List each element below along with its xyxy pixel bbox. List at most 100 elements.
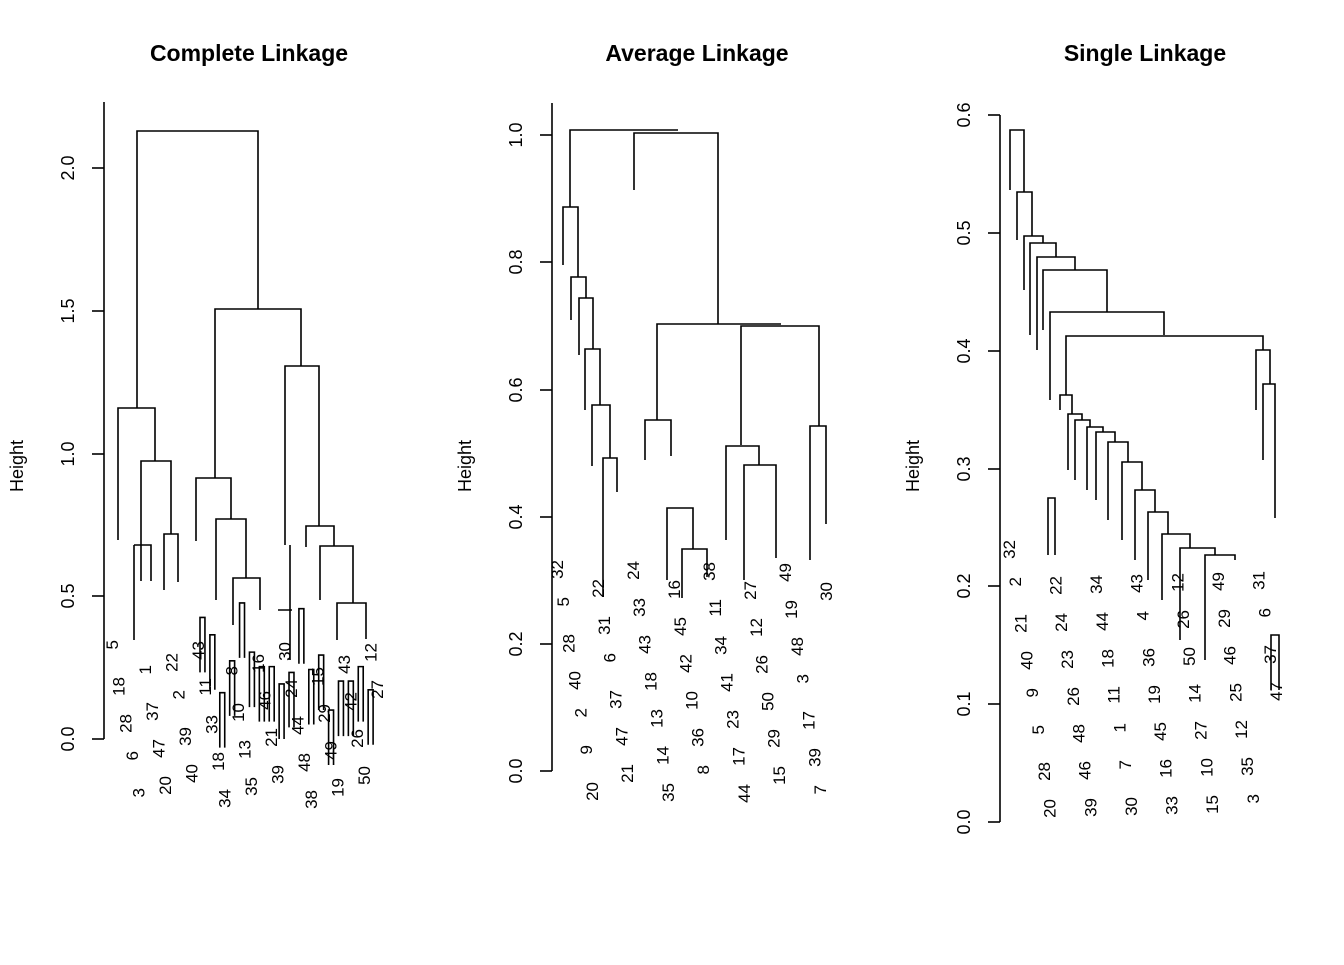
y-tick-label: 0.5 <box>58 583 78 608</box>
merge-link <box>199 616 206 673</box>
leaf-label: 32 <box>548 560 567 579</box>
leaf-label: 6 <box>123 751 142 760</box>
leaf-label: 48 <box>788 637 807 656</box>
merge-link <box>578 297 594 355</box>
merge-link <box>215 518 247 600</box>
y-tick-label: 0.6 <box>954 102 974 127</box>
leaf-label: 5 <box>554 597 573 606</box>
merge-link <box>1029 242 1057 335</box>
y-tick-label: 0.0 <box>58 726 78 751</box>
leaf-label: 10 <box>229 703 248 722</box>
leaf-label: 48 <box>295 753 314 772</box>
leaf-label: 33 <box>202 715 221 734</box>
merge-link <box>1023 235 1044 290</box>
leaf-label: 34 <box>712 636 731 655</box>
leaf-label: 49 <box>322 741 341 760</box>
leaf-label: 27 <box>741 581 760 600</box>
leaf-label: 30 <box>1122 797 1141 816</box>
y-axis-average: 0.0 0.2 0.4 0.6 0.8 1.0 <box>506 103 553 784</box>
merge-link <box>117 407 156 483</box>
merge-link <box>209 633 216 690</box>
leaf-label: 19 <box>1145 685 1164 704</box>
y-tick-label: 1.0 <box>506 122 526 147</box>
merges-complete <box>199 602 374 766</box>
leaf-label: 49 <box>776 563 795 582</box>
leaf-label: 2 <box>1006 577 1025 586</box>
merge-link <box>1270 634 1280 690</box>
merge-link <box>1086 426 1104 490</box>
merge-link <box>1042 269 1108 330</box>
leaf-label: 12 <box>361 643 380 662</box>
leaf-label: 8 <box>694 765 713 774</box>
leaf-label: 18 <box>209 752 228 771</box>
dendrogram-single <box>1009 129 1280 690</box>
leaf-label: 38 <box>302 790 321 809</box>
merge-link <box>562 206 579 277</box>
leaf-label: 18 <box>110 677 129 696</box>
leaf-label: 18 <box>1099 649 1118 668</box>
merge-link <box>1204 554 1236 660</box>
merge-link <box>591 404 611 466</box>
merge-link <box>319 545 354 603</box>
leaf-label: 22 <box>163 653 182 672</box>
ylabel-single: Height <box>903 440 923 492</box>
leaf-label: 38 <box>700 562 719 581</box>
merge-link <box>248 651 256 708</box>
merge-link <box>1067 413 1083 470</box>
leaf-label: 45 <box>1151 722 1170 741</box>
merge-link <box>1016 191 1033 240</box>
merge-link <box>357 665 365 722</box>
leaf-label: 24 <box>1052 613 1071 632</box>
leaf-label: 46 <box>1221 646 1240 665</box>
merge-link <box>1147 511 1169 580</box>
leaf-label: 3 <box>1244 794 1263 803</box>
leaf-label: 40 <box>566 671 585 690</box>
leaves-single: 3222140952820222423264846393444181117304… <box>1000 540 1286 818</box>
leaf-label: 45 <box>671 617 690 636</box>
y-tick-label: 1.5 <box>58 298 78 323</box>
leaf-label: 24 <box>282 679 301 698</box>
leaf-label: 3 <box>794 674 813 683</box>
leaf-label: 13 <box>236 740 255 759</box>
merge-link <box>347 680 355 737</box>
merge-link <box>681 548 708 598</box>
merge-link <box>570 276 587 320</box>
leaf-label: 26 <box>1174 610 1193 629</box>
leaf-label: 11 <box>1104 686 1123 704</box>
merge-link <box>1179 547 1216 640</box>
leaf-label: 39 <box>269 765 288 784</box>
leaf-label: 15 <box>1203 795 1222 814</box>
leaf-label: 12 <box>1168 573 1187 592</box>
merge-link <box>1262 383 1276 518</box>
merge-link <box>278 545 292 660</box>
leaf-label: 7 <box>811 785 830 794</box>
leaf-label: 31 <box>1250 571 1269 590</box>
merge-link <box>1107 441 1129 520</box>
leaf-label: 13 <box>647 709 666 728</box>
merge-link <box>1049 311 1165 400</box>
y-axis-complete: 0.0 0.5 1.0 1.5 2.0 <box>58 102 105 752</box>
leaf-label: 22 <box>1046 576 1065 595</box>
leaf-label: 15 <box>308 667 327 686</box>
ylabel-average: Height <box>455 440 475 492</box>
leaf-label: 26 <box>753 655 772 674</box>
leaf-label: 8 <box>222 666 241 675</box>
merge-link <box>1121 461 1143 540</box>
y-tick-label: 1.0 <box>58 441 78 466</box>
title-complete: Complete Linkage <box>150 40 348 66</box>
leaf-label: 37 <box>606 690 625 709</box>
leaf-label: 28 <box>560 634 579 653</box>
leaf-label: 46 <box>1075 761 1094 780</box>
merge-link <box>743 464 777 580</box>
merge-link <box>1255 349 1271 410</box>
merge-link <box>633 132 719 324</box>
leaf-label: 31 <box>595 616 614 635</box>
leaf-label: 39 <box>1081 798 1100 817</box>
leaf-label: 21 <box>262 728 281 747</box>
merge-link <box>140 460 172 581</box>
leaf-label: 5 <box>103 640 122 649</box>
leaf-label: 30 <box>275 642 294 661</box>
leaf-label: 47 <box>149 739 168 758</box>
y-tick-label: 0.0 <box>506 758 526 783</box>
